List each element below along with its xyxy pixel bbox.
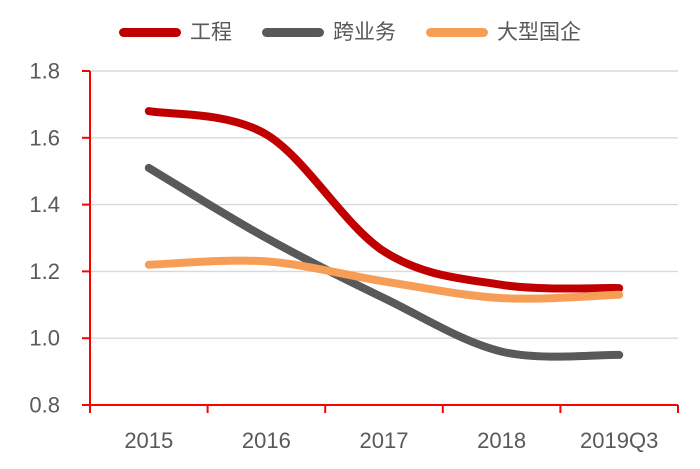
legend-item-gongcheng: 工程	[119, 22, 232, 43]
x-tick-label: 2016	[242, 428, 291, 453]
y-tick-label: 1.0	[29, 326, 60, 351]
x-tick-label: 2018	[477, 428, 526, 453]
legend-swatch-orange	[426, 28, 488, 37]
chart-legend: 工程 跨业务 大型国企	[0, 22, 700, 43]
legend-swatch-red	[119, 28, 181, 37]
y-tick-label: 1.2	[29, 259, 60, 284]
legend-label-gongcheng: 工程	[190, 21, 232, 44]
legend-item-daxingguoqi: 大型国企	[426, 22, 581, 43]
y-tick-label: 1.6	[29, 125, 60, 150]
legend-label-daxingguoqi: 大型国企	[497, 21, 581, 44]
y-tick-label: 1.8	[29, 59, 60, 84]
x-tick-label: 2019Q3	[580, 428, 658, 453]
legend-swatch-gray	[262, 28, 324, 37]
y-tick-label: 0.8	[29, 393, 60, 418]
series-line-2	[144, 256, 624, 303]
legend-label-kuayewu: 跨业务	[333, 21, 396, 44]
legend-item-kuayewu: 跨业务	[262, 22, 396, 43]
x-tick-label: 2017	[360, 428, 409, 453]
series-line-1	[144, 163, 624, 361]
x-tick-label: 2015	[124, 428, 173, 453]
y-tick-label: 1.4	[29, 192, 60, 217]
series-line-0	[144, 107, 624, 293]
